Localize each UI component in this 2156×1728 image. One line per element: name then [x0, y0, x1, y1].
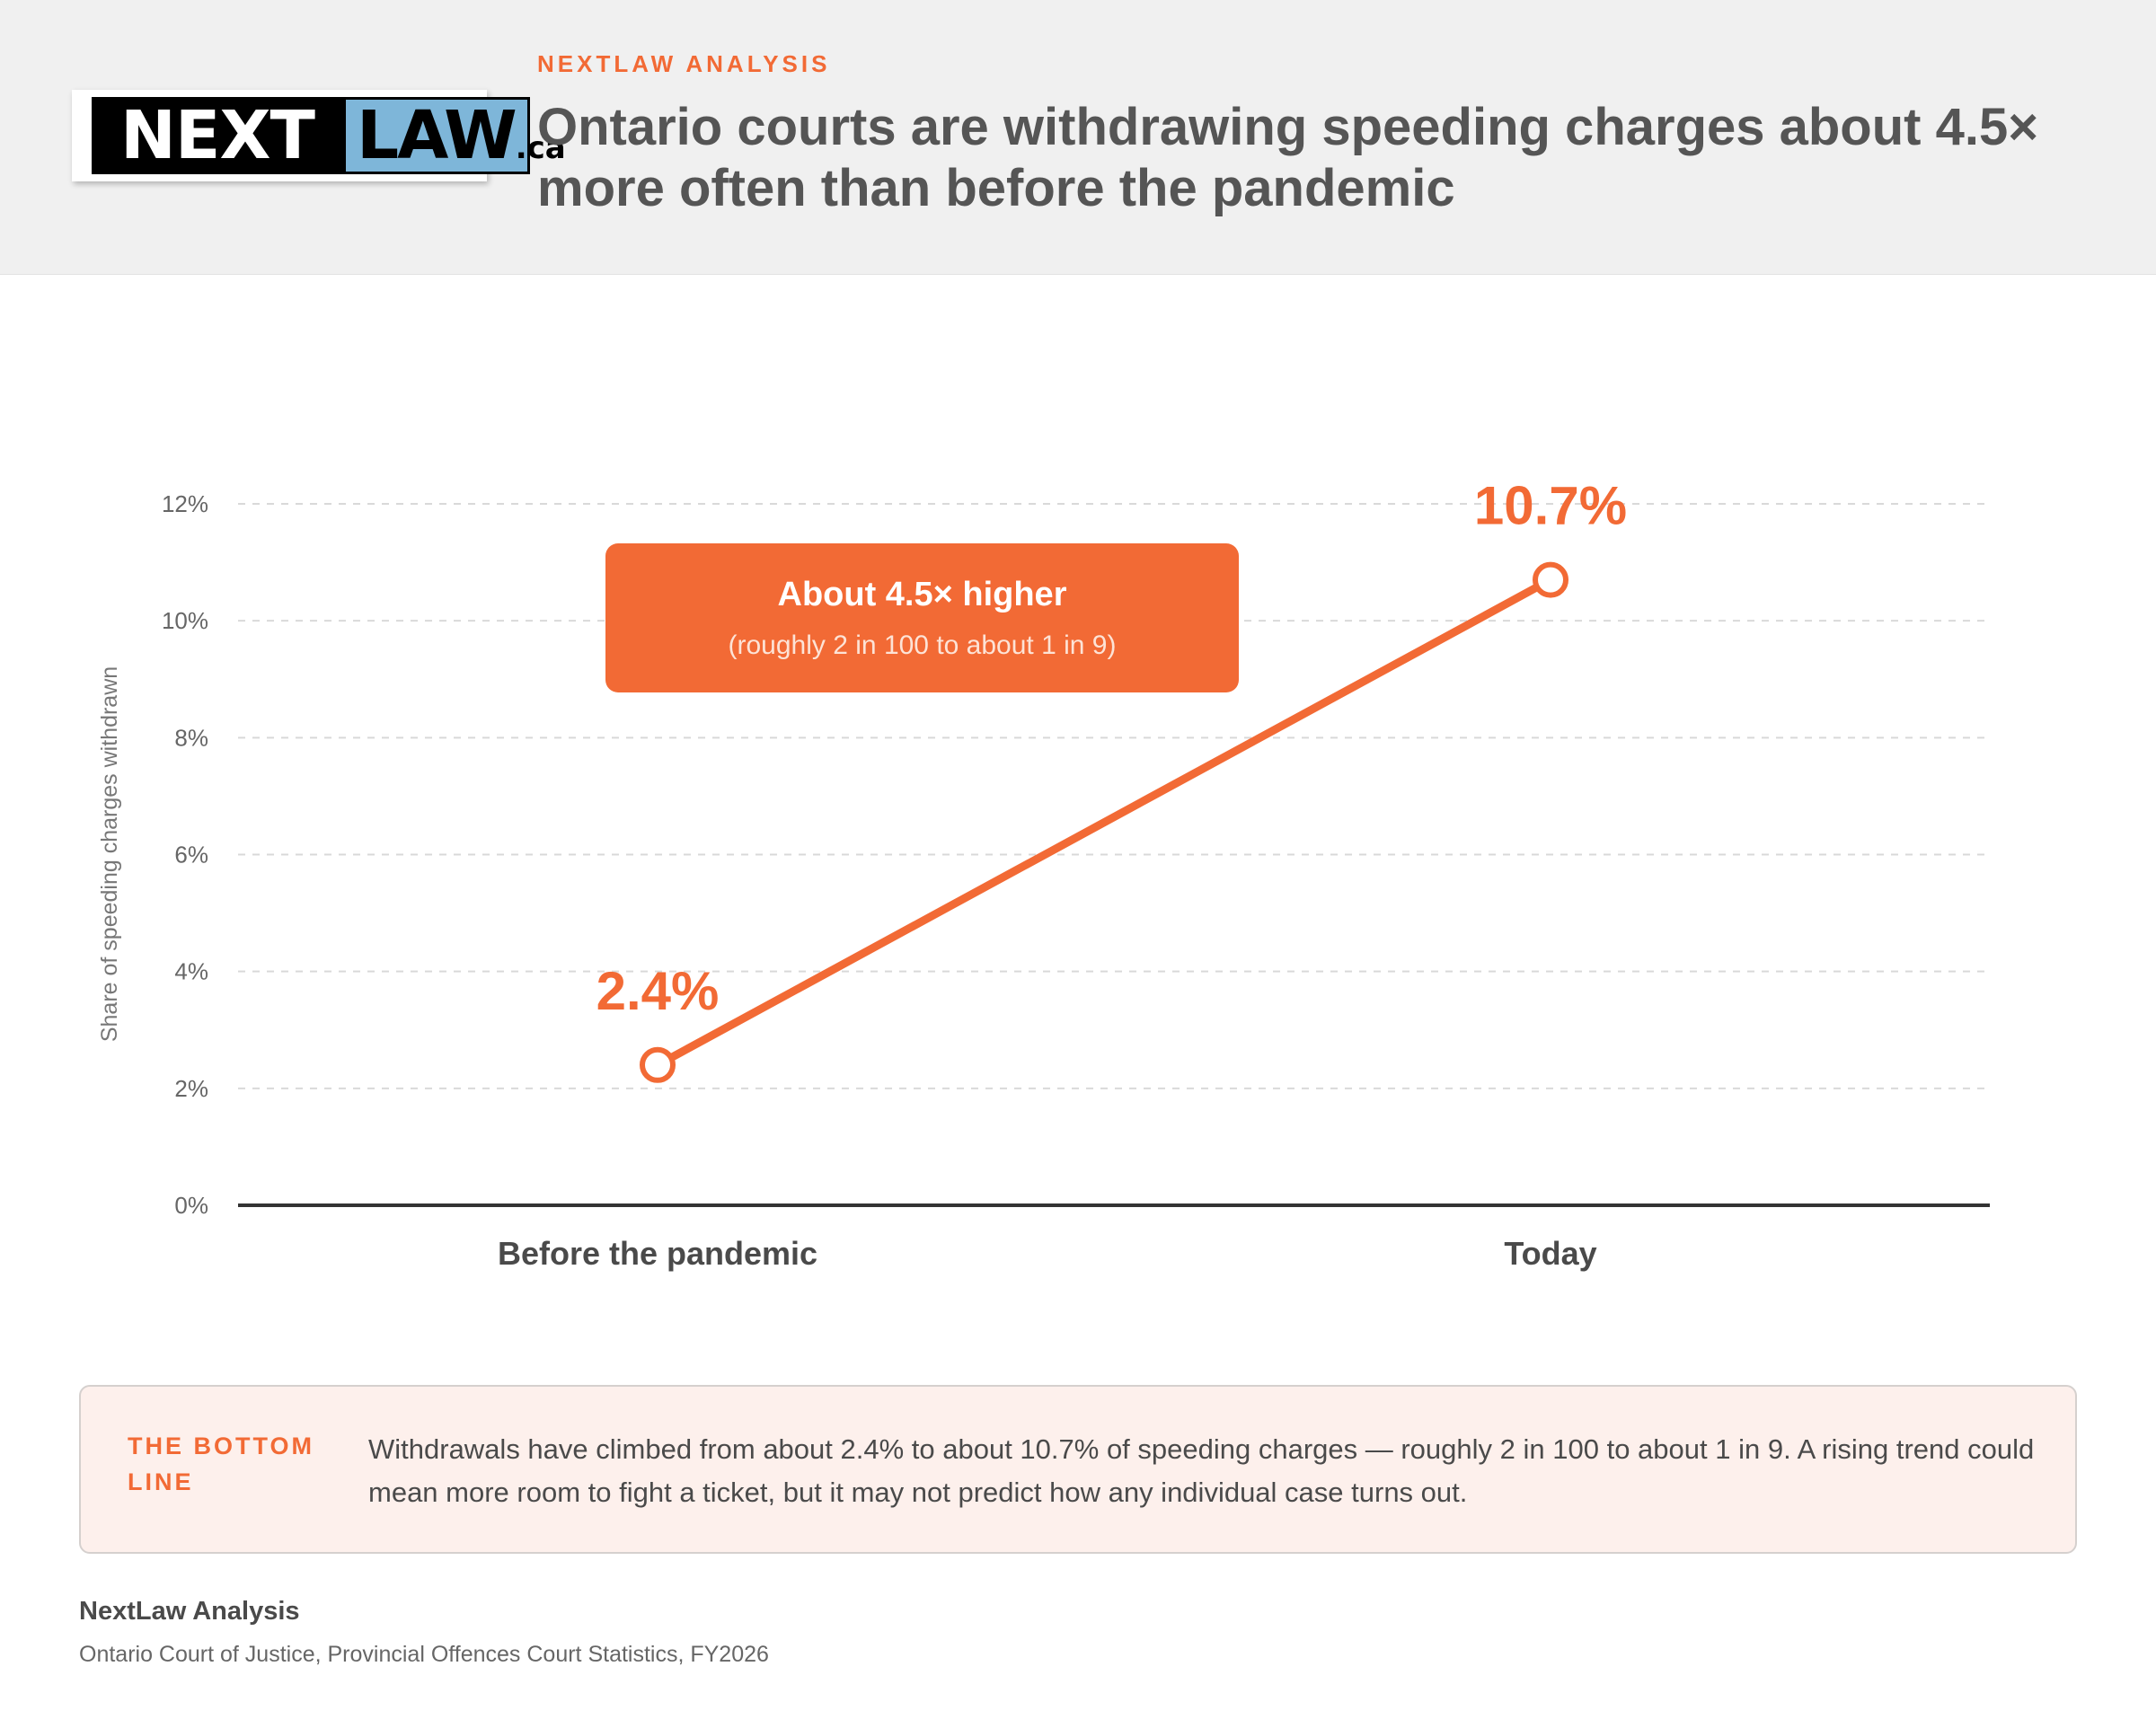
header: NEXT LAW.ca NEXTLAW ANALYSIS Ontario cou…: [0, 0, 2156, 275]
y-tick-label: 4%: [174, 958, 208, 985]
bottom-line-text: Withdrawals have climbed from about 2.4%…: [368, 1433, 2035, 1508]
footer-source: Ontario Court of Justice, Provincial Off…: [79, 1642, 769, 1667]
x-tick-labels: Before the pandemic Today: [498, 1235, 1597, 1272]
y-tick-label: 6%: [174, 842, 208, 868]
data-label: 2.4%: [596, 961, 720, 1021]
logo-law-text: LAW: [357, 97, 517, 174]
y-tick-label: 8%: [174, 724, 208, 751]
y-tick-label: 10%: [162, 607, 208, 634]
data-label: 10.7%: [1474, 476, 1627, 536]
annotation-subtitle: (roughly 2 in 100 to about 1 in 9): [728, 630, 1117, 660]
grid-layer: [238, 503, 1990, 1089]
annotation-title: About 4.5× higher: [777, 576, 1067, 613]
bottom-line-label: THE BOTTOM LINE: [128, 1433, 314, 1495]
data-labels: 2.4% 10.7%: [596, 476, 1627, 1021]
kicker: NEXTLAW ANALYSIS: [537, 50, 831, 77]
logo-next: NEXT: [92, 97, 343, 174]
y-tick-labels: 0% 2% 4% 6% 8% 10% 12%: [162, 490, 208, 1219]
footer-title: NextLaw Analysis: [79, 1597, 300, 1626]
data-point: [640, 1046, 676, 1083]
bottom-line-box: THE BOTTOM LINE Withdrawals have climbed…: [79, 1385, 2077, 1554]
logo-law: LAW.ca: [343, 97, 566, 174]
page-title: Ontario courts are withdrawing speeding …: [537, 98, 2039, 217]
nextlaw-logo[interactable]: NEXT LAW.ca: [72, 90, 566, 181]
x-tick-label: Before the pandemic: [498, 1235, 817, 1272]
y-axis-label: Share of speeding charges withdrawn: [97, 666, 122, 1042]
annotation-callout: About 4.5× higher (roughly 2 in 100 to a…: [605, 543, 1239, 692]
data-point: [1533, 561, 1568, 598]
data-points: [640, 561, 1568, 1083]
line-chart: 0% 2% 4% 6% 8% 10% 12% Share of speeding charg…: [97, 476, 1990, 1272]
y-tick-label: 2%: [174, 1075, 208, 1102]
logo-tld: .ca: [515, 130, 566, 166]
y-tick-label: 0%: [174, 1192, 208, 1219]
x-tick-label: Today: [1504, 1235, 1596, 1272]
series-line: [653, 576, 1555, 1070]
y-tick-label: 12%: [162, 490, 208, 517]
